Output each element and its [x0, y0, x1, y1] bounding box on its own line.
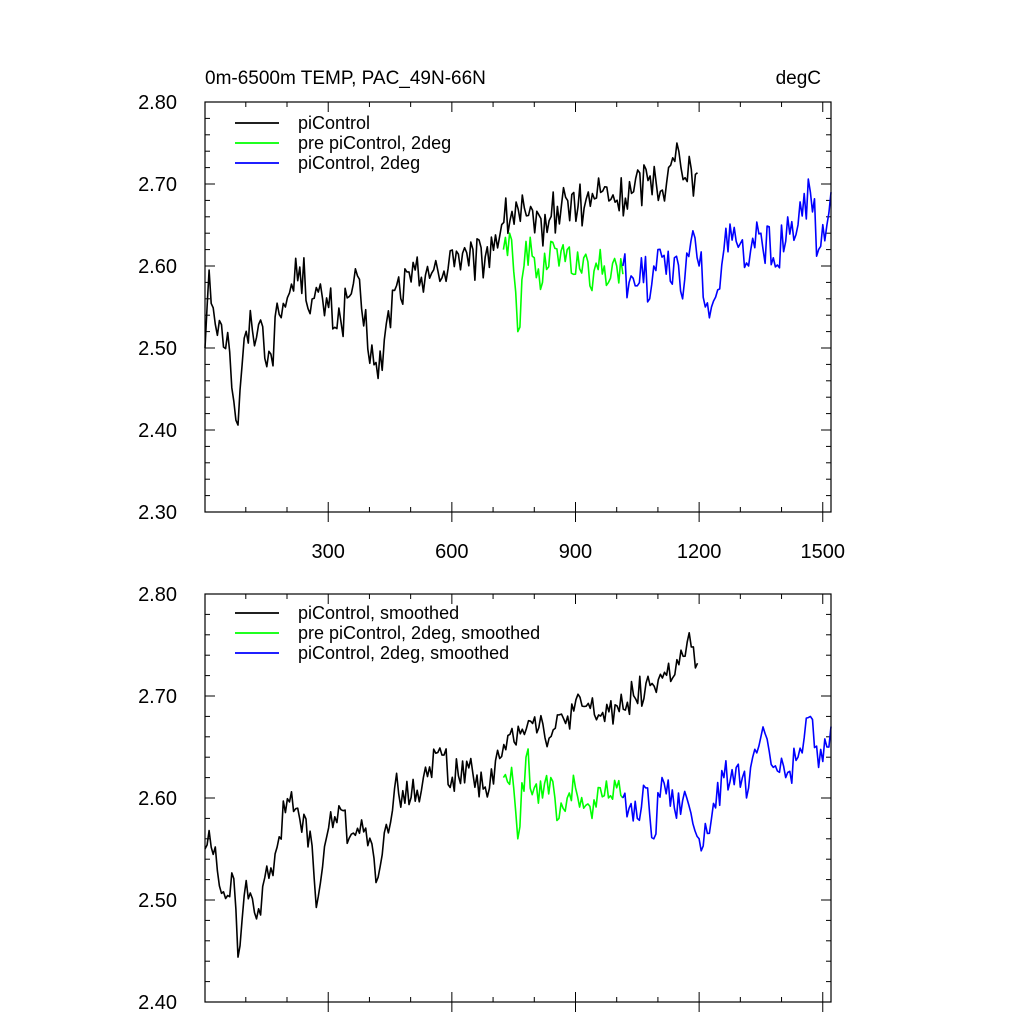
tick-labels: 2.40 2.50 2.60 2.70 2.80	[138, 584, 177, 1014]
series-line	[622, 178, 832, 319]
series-line	[622, 715, 832, 852]
y-tick-label: 2.50	[138, 338, 177, 360]
legend-label: pre piControl, 2deg, smoothed	[298, 623, 540, 643]
legend-label: piControl, 2deg	[298, 153, 420, 173]
series-lines	[204, 632, 832, 958]
top-panel: 0m-6500m TEMP, PAC_49N-66N degC 2.30 2.40…	[138, 68, 845, 563]
series-line	[502, 232, 624, 333]
y-tick-label: 2.30	[138, 502, 177, 524]
y-tick-label: 2.80	[138, 584, 177, 606]
y-tick-label: 2.40	[138, 420, 177, 442]
y-tick-label: 2.80	[138, 92, 177, 114]
bottom-panel: 2.40 2.50 2.60 2.70 2.80 piControl, smoothed…	[138, 584, 832, 1014]
x-tick-label: 300	[312, 541, 345, 563]
axis-ticks	[205, 101, 831, 522]
plot-frame	[204, 101, 832, 513]
y-tick-label: 2.40	[138, 992, 177, 1014]
x-tick-label: 1500	[801, 541, 846, 563]
y-tick-label: 2.60	[138, 256, 177, 278]
series-lines	[204, 142, 832, 426]
legend-label: pre piControl, 2deg	[298, 133, 451, 153]
y-tick-label: 2.50	[138, 890, 177, 912]
axis-ticks	[205, 593, 831, 1012]
tick-labels: 2.30 2.40 2.50 2.60 2.70 2.80 300 600 900 1200 150…	[138, 92, 845, 563]
legend-label: piControl, smoothed	[298, 603, 459, 623]
x-tick-label: 1200	[677, 541, 722, 563]
series-line	[502, 748, 624, 840]
x-tick-label: 600	[435, 541, 468, 563]
plot-frame	[204, 593, 832, 1003]
legend-label: piControl, 2deg, smoothed	[298, 643, 509, 663]
units-label: degC	[776, 68, 821, 89]
legend-label: piControl	[298, 113, 370, 133]
series-line	[204, 142, 699, 426]
x-tick-label: 900	[559, 541, 592, 563]
y-tick-label: 2.70	[138, 174, 177, 196]
plot-title: 0m-6500m TEMP, PAC_49N-66N	[205, 68, 486, 89]
series-line	[204, 632, 699, 958]
y-tick-label: 2.60	[138, 788, 177, 810]
y-tick-label: 2.70	[138, 686, 177, 708]
